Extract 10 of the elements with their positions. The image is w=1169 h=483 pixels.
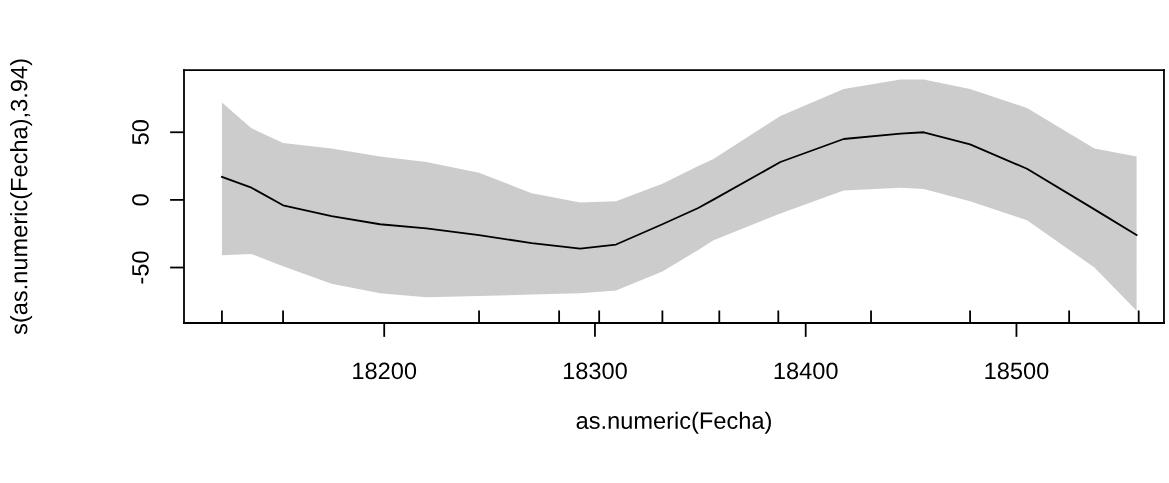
line-series bbox=[221, 131, 1138, 250]
x-tick-label: 18200 bbox=[353, 362, 417, 380]
x-tick-label: 18400 bbox=[774, 362, 838, 380]
x-tick-label: 18500 bbox=[985, 362, 1049, 380]
y-tick-label: 50 bbox=[132, 120, 149, 145]
y-tick-label: 0 bbox=[132, 194, 149, 206]
y-axis-title: s(as.numeric(Fecha),3.94) bbox=[10, 59, 33, 335]
y-tick-label: -50 bbox=[132, 251, 149, 284]
x-axis-title: as.numeric(Fecha) bbox=[576, 411, 771, 434]
x-tick-label: 18300 bbox=[563, 362, 627, 380]
